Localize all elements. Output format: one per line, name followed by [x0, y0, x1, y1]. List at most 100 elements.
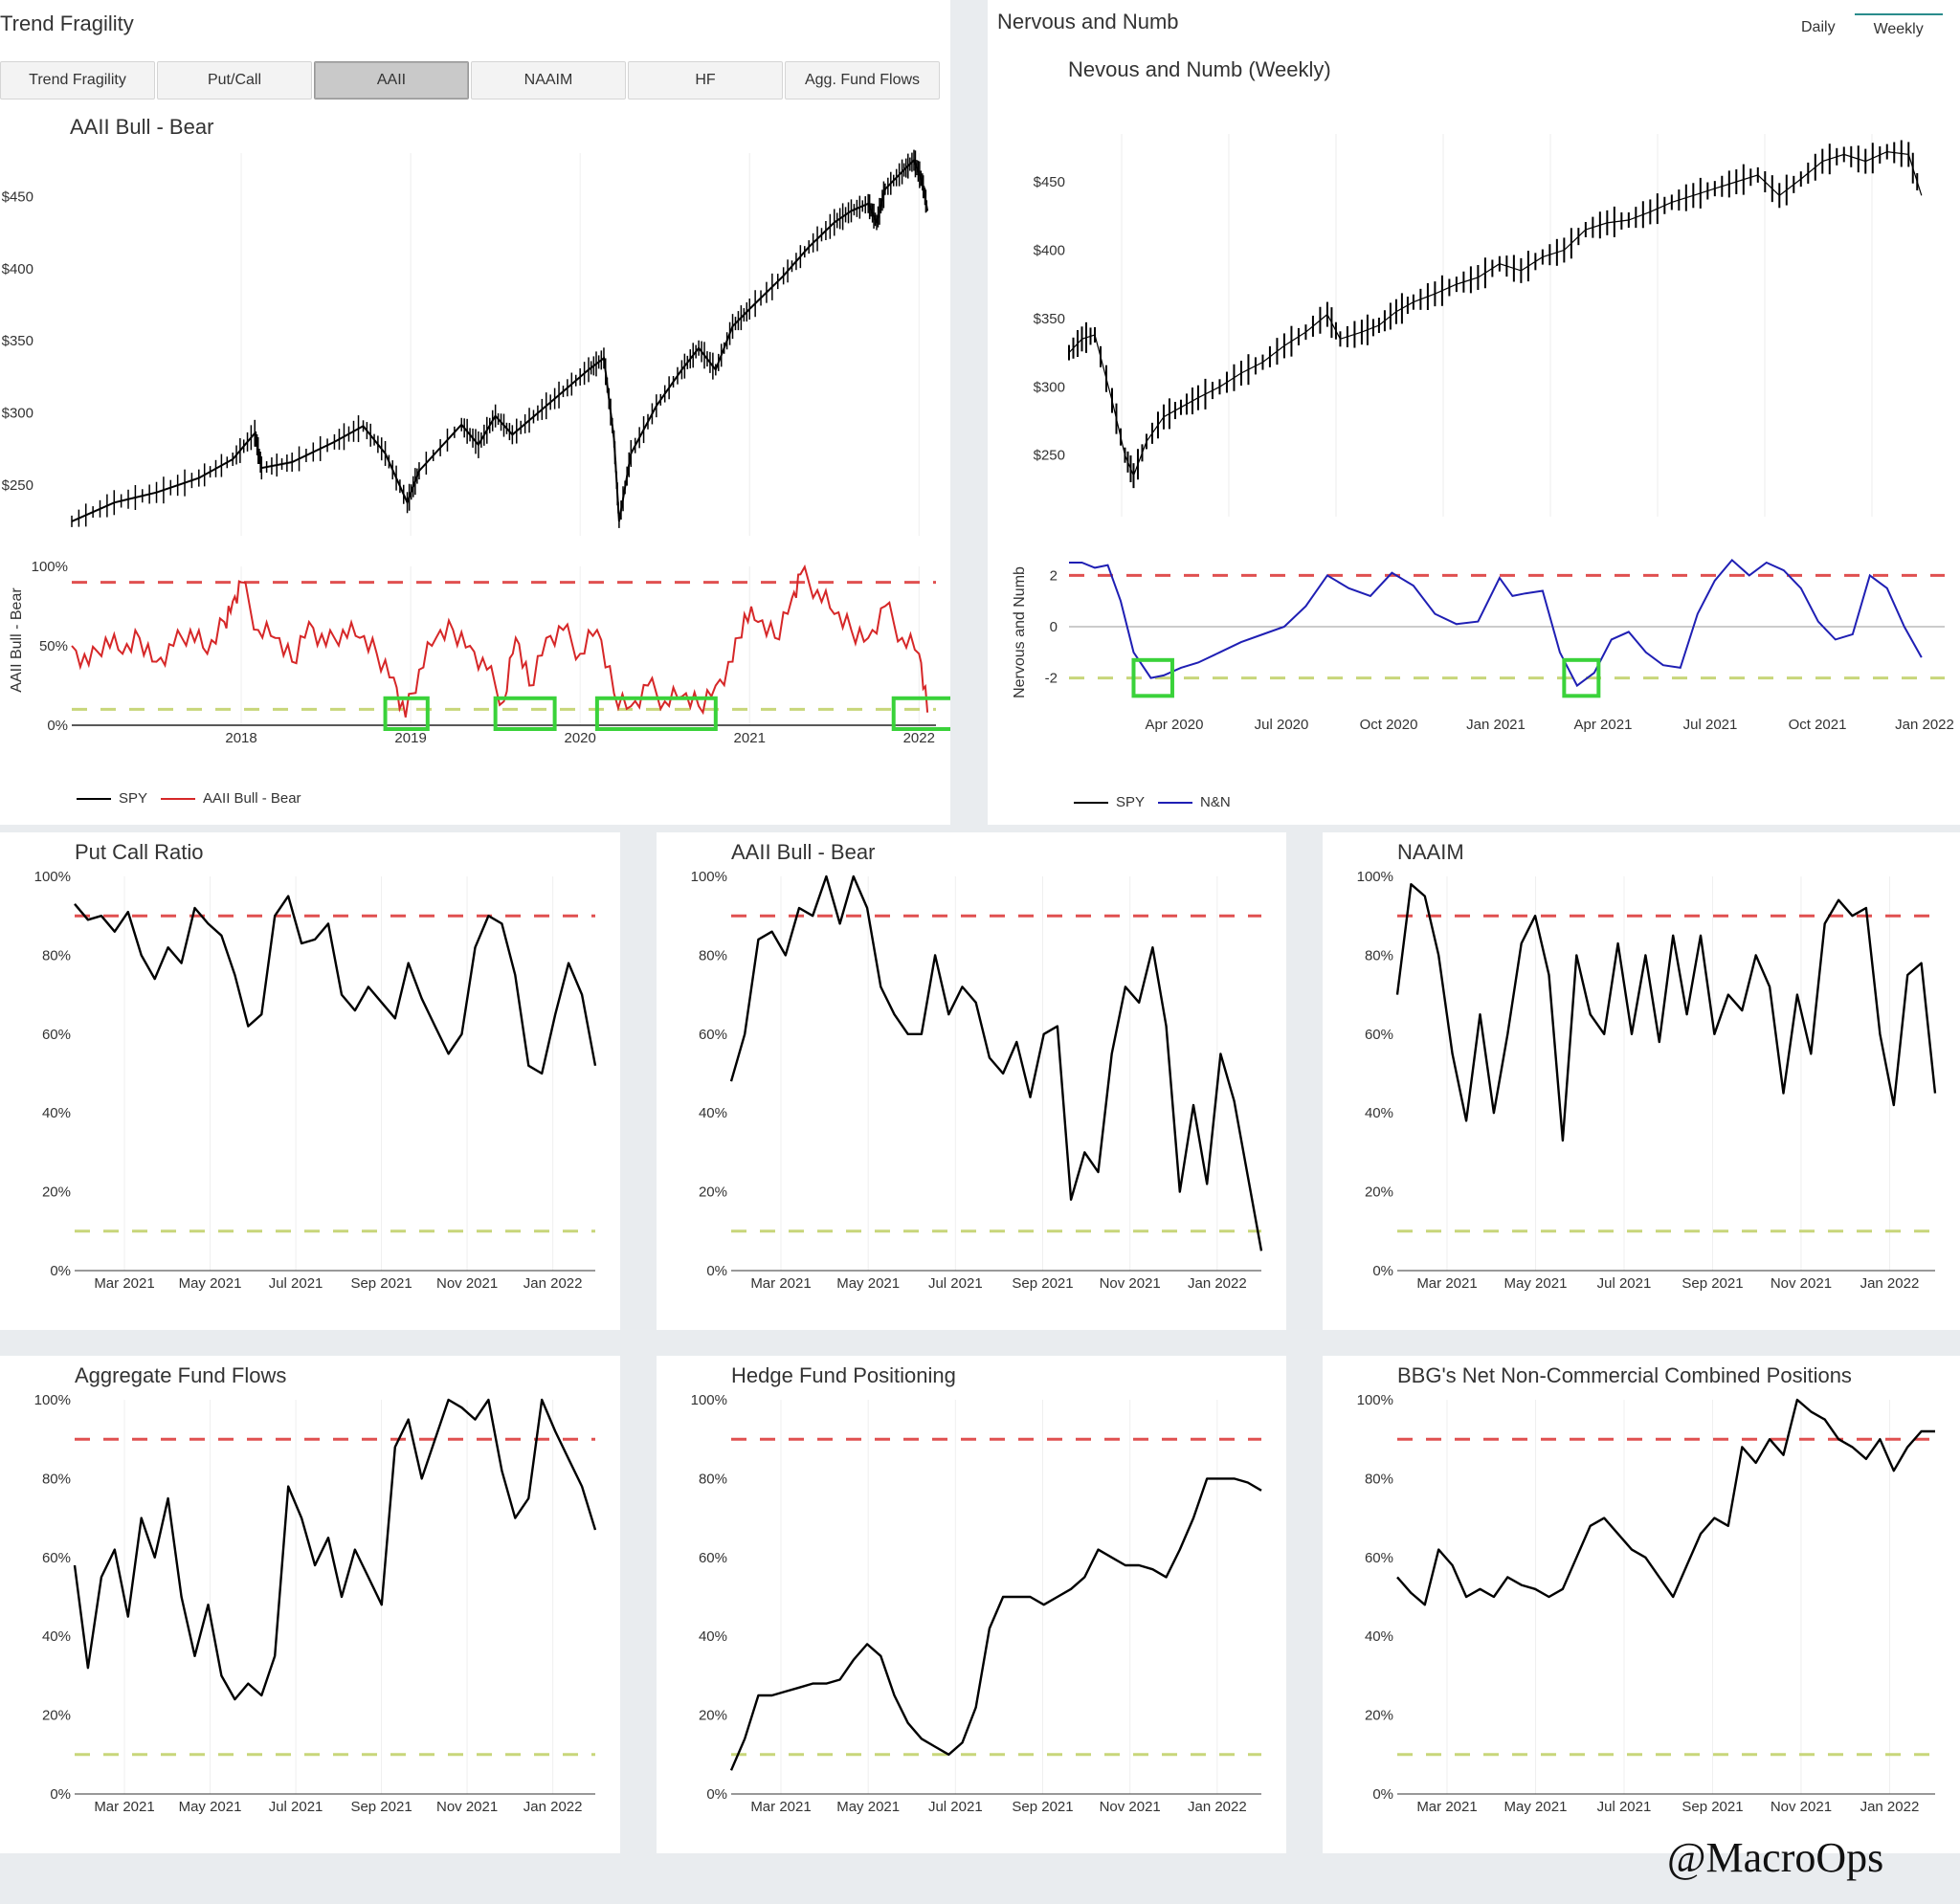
y-axis-label: Nervous and Numb — [1012, 566, 1028, 698]
timeframe-tabs: Daily Weekly — [1782, 13, 1943, 44]
x-tick-label: Jan 2022 — [523, 1275, 583, 1292]
x-tick-label: 2022 — [903, 730, 935, 746]
chart-title: Put Call Ratio — [75, 840, 204, 864]
aaii-spread-chart: 0% 50% 100% 2018 2019 2020 2021 2022 — [32, 559, 950, 746]
y-tick-label: 50% — [39, 638, 68, 654]
spy-price-line — [1068, 150, 1923, 477]
y-tick-label: 20% — [699, 1184, 727, 1201]
y-tick-label: 0% — [1372, 1786, 1393, 1803]
x-tick-label: Jul 2021 — [928, 1275, 983, 1292]
legend-item-spy[interactable]: SPY — [1116, 794, 1146, 810]
x-tick-label: 2019 — [394, 730, 426, 746]
y-tick-label: $400 — [2, 261, 33, 277]
x-tick-label: Sep 2021 — [1682, 1275, 1743, 1292]
nn-legend-swatch — [1158, 801, 1193, 804]
panel-title: Nervous and Numb — [997, 10, 1179, 33]
y-tick-label: 40% — [699, 1105, 727, 1121]
x-tick-label: May 2021 — [1504, 1275, 1568, 1292]
y-tick-label: 0% — [706, 1263, 727, 1279]
legend: SPY AAII Bull - Bear — [77, 790, 301, 807]
x-tick-label: Nov 2021 — [436, 1275, 498, 1292]
x-tick-label: Jan 2022 — [523, 1799, 583, 1815]
data-line — [74, 895, 597, 1075]
tab-weekly[interactable]: Weekly — [1854, 13, 1943, 44]
y-tick-label: $300 — [2, 406, 33, 422]
x-tick-label: Jul 2021 — [1683, 717, 1738, 733]
x-tick-label: Nov 2021 — [1771, 1275, 1832, 1292]
tab-hf[interactable]: HF — [628, 61, 783, 100]
legend-item-aaii[interactable]: AAII Bull - Bear — [203, 790, 301, 807]
naaim-panel: NAAIM 0% 20% 40% 60% 80% 100% Mar 2021 May 2021 J… — [1323, 832, 1960, 1330]
hedge-fund-chart: Hedge Fund Positioning 0% 20% 40% 60% 80% 100%… — [691, 1363, 1262, 1815]
y-tick-label: 100% — [34, 869, 71, 885]
x-tick-label: Sep 2021 — [1682, 1799, 1743, 1815]
y-tick-label: 60% — [699, 1550, 727, 1566]
y-tick-label: $450 — [2, 188, 33, 205]
y-tick-label: 40% — [1365, 1628, 1393, 1645]
x-tick-label: Apr 2020 — [1146, 717, 1204, 733]
x-tick-label: Mar 2021 — [1416, 1799, 1477, 1815]
y-tick-label: 100% — [1357, 1392, 1393, 1408]
y-tick-label: 100% — [691, 869, 727, 885]
y-tick-label: 60% — [1365, 1550, 1393, 1566]
x-tick-label: 2018 — [225, 730, 256, 746]
x-tick-label: Jul 2021 — [269, 1799, 323, 1815]
y-tick-label: 0 — [1050, 619, 1058, 635]
x-tick-label: May 2021 — [179, 1275, 242, 1292]
y-tick-label: 80% — [1365, 1471, 1393, 1487]
highlight-box — [493, 696, 557, 731]
agg-fund-flows-chart: Aggregate Fund Flows 0% 20% 40% 60% 80% 100% Ma… — [34, 1363, 597, 1815]
x-tick-label: Jan 2021 — [1466, 717, 1526, 733]
y-tick-label: 0% — [1372, 1263, 1393, 1279]
y-tick-label: 60% — [42, 1027, 71, 1043]
chart-title: AAII Bull - Bear — [70, 115, 214, 139]
data-line — [1396, 1398, 1935, 1606]
x-tick-label: Jul 2021 — [269, 1275, 323, 1292]
tab-put-call[interactable]: Put/Call — [157, 61, 312, 100]
y-tick-label: $250 — [2, 477, 33, 494]
x-tick-label: Mar 2021 — [1416, 1275, 1477, 1292]
y-tick-label: 40% — [699, 1628, 727, 1645]
tab-agg-fund-flows[interactable]: Agg. Fund Flows — [785, 61, 940, 100]
tab-trend-fragility[interactable]: Trend Fragility — [0, 61, 155, 100]
legend-item-spy[interactable]: SPY — [119, 790, 148, 807]
y-tick-label: 100% — [32, 559, 68, 575]
nn-spy-chart: $250 $300 $350 $400 $450 — [1034, 134, 1923, 517]
x-tick-label: 2020 — [564, 730, 595, 746]
aaii-bottom-panel: AAII Bull - Bear 0% 20% 40% 60% 80% 100% Mar 20… — [657, 832, 1286, 1330]
y-tick-label: 0% — [706, 1786, 727, 1803]
spy-price-line — [71, 158, 929, 522]
y-tick-label: 2 — [1050, 567, 1058, 584]
tab-daily[interactable]: Daily — [1801, 19, 1836, 35]
y-tick-label: -2 — [1045, 671, 1058, 687]
x-tick-label: Jul 2020 — [1255, 717, 1309, 733]
bbg-positions-chart: BBG's Net Non-Commercial Combined Positi… — [1357, 1363, 1935, 1815]
y-tick-label: 60% — [42, 1550, 71, 1566]
x-tick-label: Jan 2022 — [1860, 1275, 1920, 1292]
y-tick-label: 60% — [699, 1027, 727, 1043]
indicator-tabs: Trend Fragility Put/Call AAII NAAIM HF A… — [0, 61, 942, 100]
spy-legend-swatch — [1074, 801, 1108, 804]
trend-fragility-panel: Trend Fragility Trend Fragility Put/Call… — [0, 0, 950, 825]
x-tick-label: Jan 2022 — [1895, 717, 1954, 733]
x-tick-label: Mar 2021 — [94, 1799, 154, 1815]
tab-naaim[interactable]: NAAIM — [471, 61, 626, 100]
y-tick-label: 80% — [1365, 947, 1393, 963]
tab-aaii[interactable]: AAII — [314, 61, 469, 100]
x-tick-label: Nov 2021 — [1100, 1275, 1161, 1292]
x-tick-label: Mar 2021 — [750, 1799, 811, 1815]
y-tick-label: 100% — [691, 1392, 727, 1408]
y-axis-label: AAII Bull - Bear — [9, 587, 25, 693]
hedge-fund-panel: Hedge Fund Positioning 0% 20% 40% 60% 80% 100%… — [657, 1356, 1286, 1853]
x-tick-label: Nov 2021 — [1100, 1799, 1161, 1815]
legend-item-nn[interactable]: N&N — [1200, 794, 1231, 810]
x-tick-label: Jul 2021 — [1597, 1275, 1652, 1292]
y-tick-label: $350 — [2, 333, 33, 349]
y-tick-label: 80% — [699, 1471, 727, 1487]
data-line — [73, 1398, 597, 1701]
aaii-spy-chart: $250 $300 $350 $400 $450 — [2, 149, 929, 536]
chart-title: Nevous and Numb (Weekly) — [1068, 57, 1331, 81]
y-tick-label: 0% — [47, 718, 68, 734]
x-tick-label: Jul 2021 — [1597, 1799, 1652, 1815]
y-tick-label: 40% — [42, 1105, 71, 1121]
